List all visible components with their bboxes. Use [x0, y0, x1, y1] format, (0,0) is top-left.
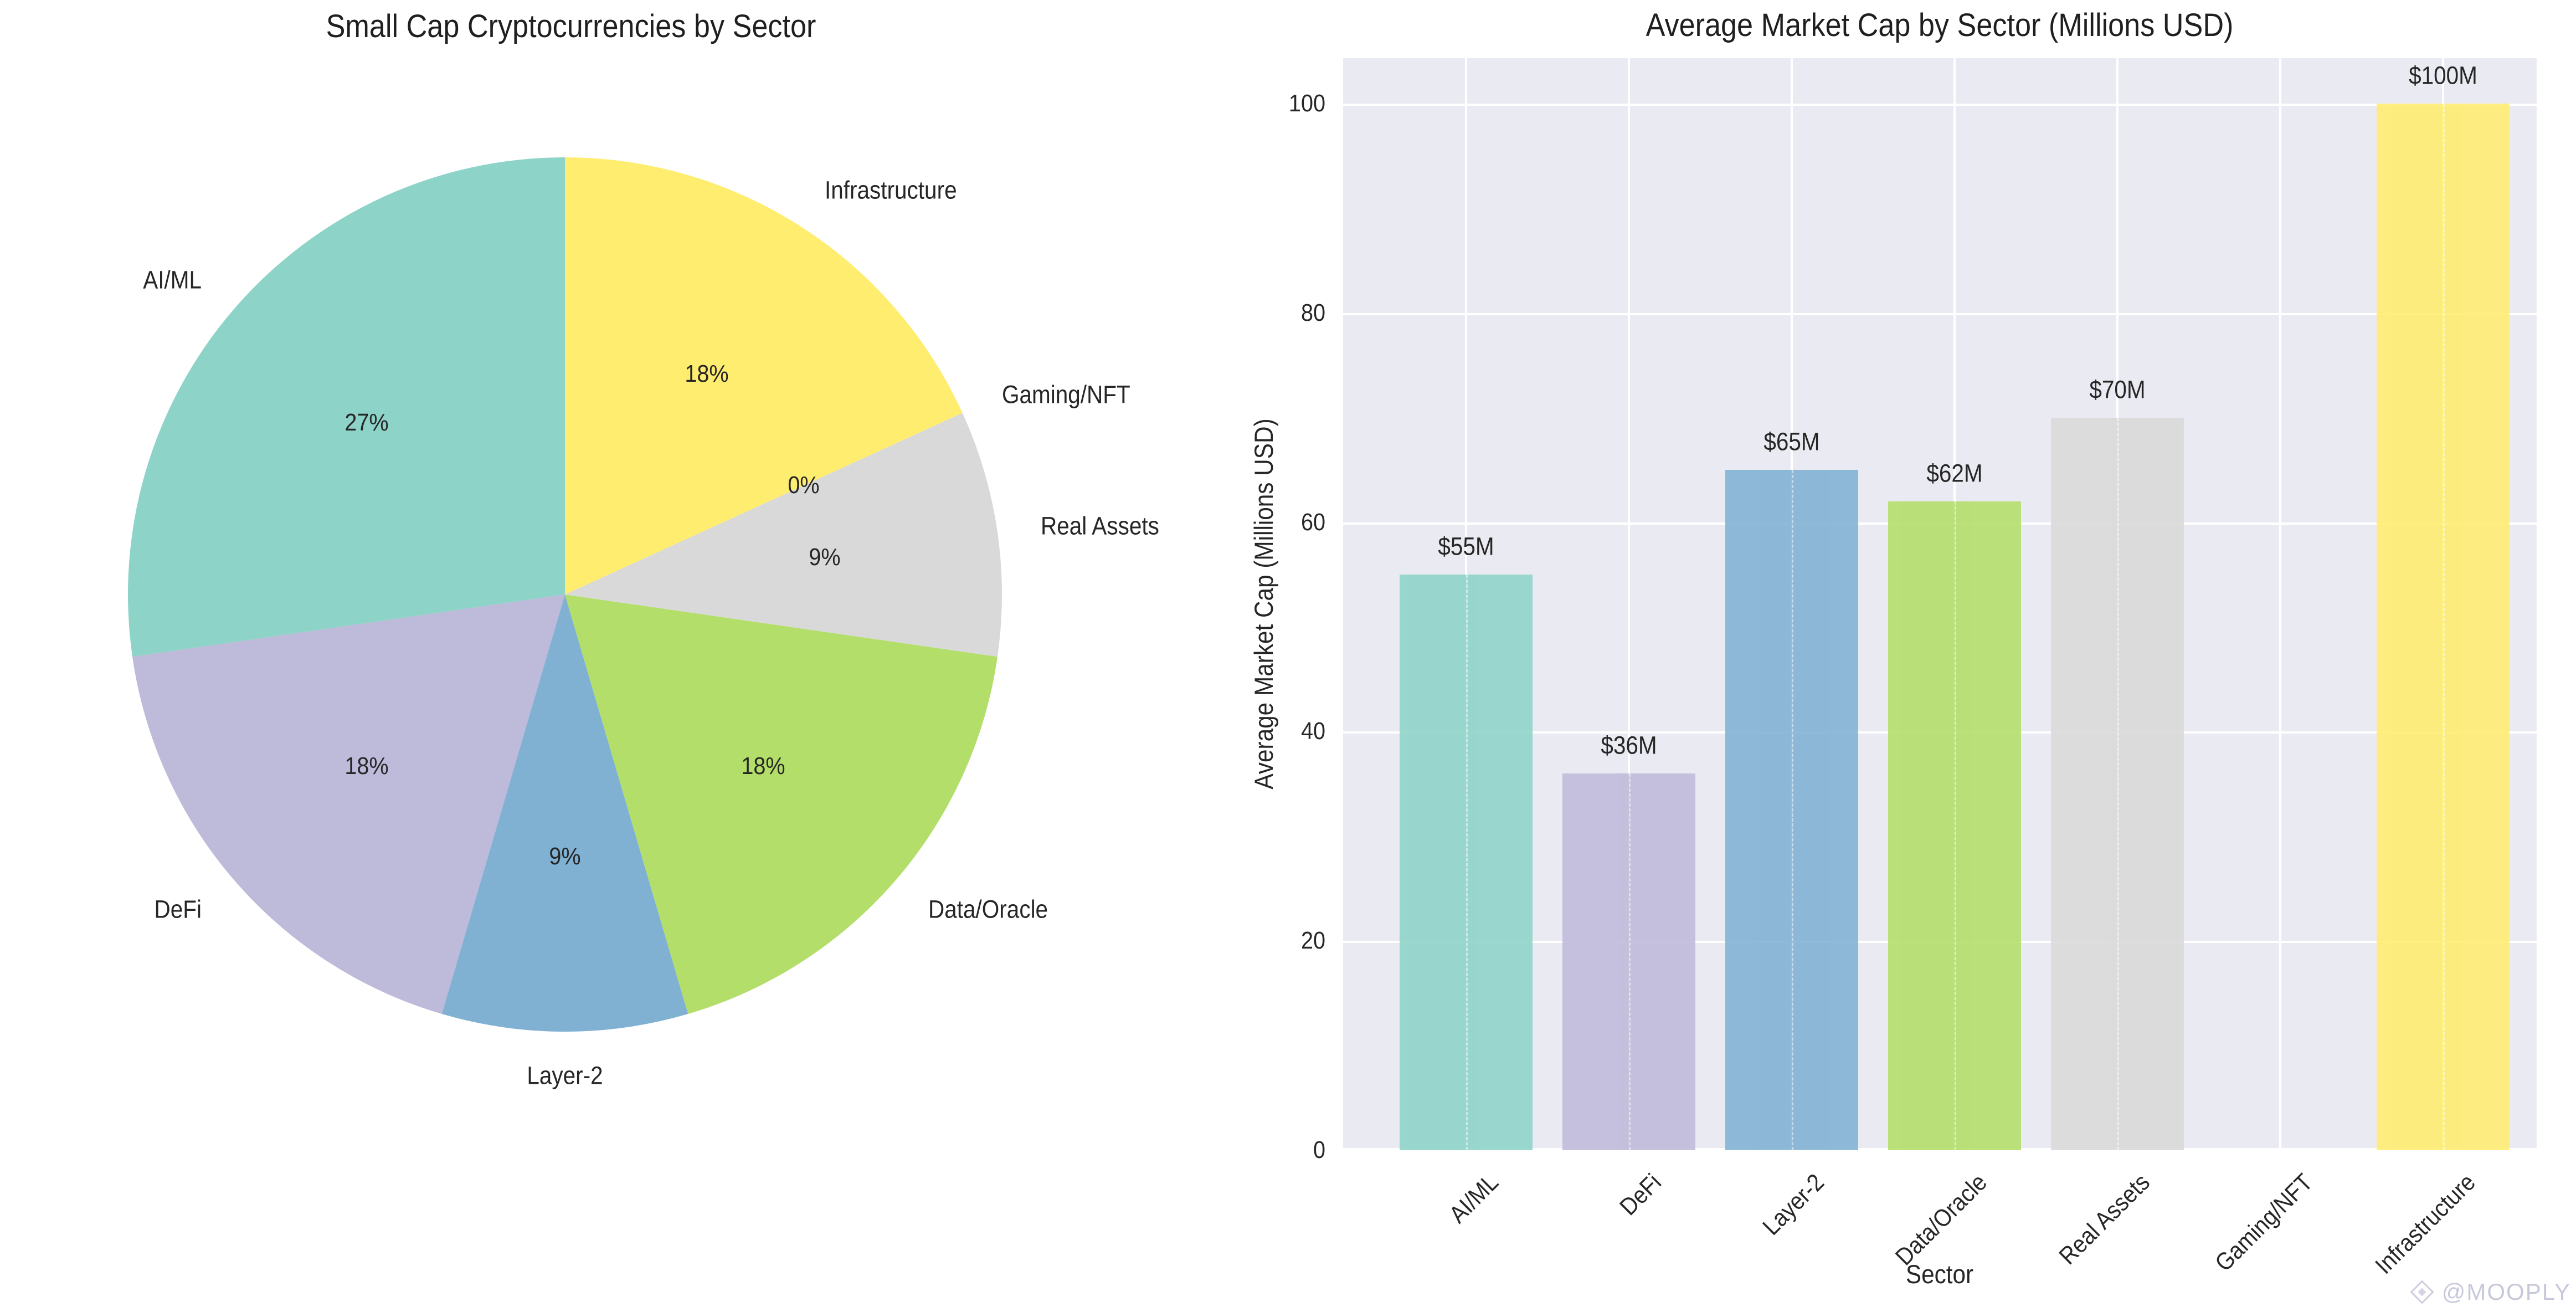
y-tick-60: 60: [1300, 508, 1325, 536]
bar-title: Average Market Cap by Sector (Millions U…: [1646, 7, 2234, 44]
bar-value-4: $70M: [2089, 375, 2146, 404]
pie-label-1: DeFi: [154, 895, 202, 924]
pie-pct-3: 18%: [741, 752, 785, 780]
bar-center-gridline: [1629, 773, 1631, 1150]
bar-plot-area: [1343, 58, 2537, 1150]
pie-label-2: Layer-2: [527, 1061, 603, 1090]
pie-label-6: Infrastructure: [825, 176, 957, 204]
watermark-text: @MOOPLY: [2441, 1279, 2571, 1305]
pie-slice-data-oracle: [565, 594, 998, 1014]
bar-layer-2: [1725, 470, 1858, 1150]
gridline-horizontal: [1343, 104, 2537, 106]
pie-slice-layer-2: [441, 594, 688, 1032]
pie-label-4: Real Assets: [1041, 511, 1159, 540]
y-tick-20: 20: [1300, 926, 1325, 954]
bar-value-3: $62M: [1926, 459, 1983, 488]
y-axis-label: Average Market Cap (Millions USD): [1249, 418, 1279, 790]
pie-label-0: AI/ML: [143, 265, 202, 294]
pie-slice-defi: [132, 594, 565, 1014]
pie-pct-0: 27%: [345, 408, 389, 436]
pie-label-5: Gaming/NFT: [1002, 380, 1131, 409]
x-axis-label: Sector: [1905, 1259, 1974, 1289]
pie-title: Small Cap Cryptocurrencies by Sector: [326, 8, 816, 45]
bar-value-1: $36M: [1601, 731, 1657, 760]
gridline-horizontal: [1343, 312, 2537, 315]
bar-center-gridline: [2443, 104, 2445, 1150]
bar-value-6: $100M: [2409, 61, 2477, 90]
watermark: @MOOPLY: [2409, 1279, 2571, 1305]
bar-value-0: $55M: [1438, 532, 1494, 561]
pie-label-3: Data/Oracle: [928, 895, 1048, 924]
gridline-vertical: [2279, 58, 2281, 1150]
bar-center-gridline: [1466, 575, 1468, 1150]
y-tick-80: 80: [1300, 299, 1325, 326]
bar-center-gridline: [2117, 417, 2119, 1150]
bar-infrastructure: [2377, 104, 2510, 1150]
pie-pct-2: 9%: [549, 843, 581, 870]
y-tick-40: 40: [1300, 718, 1325, 745]
y-tick-0: 0: [1313, 1136, 1325, 1164]
y-tick-100: 100: [1288, 89, 1325, 117]
gridline-vertical: [1628, 58, 1630, 1150]
bar-data-oracle: [1888, 501, 2021, 1150]
pie-pct-5: 0%: [787, 472, 820, 499]
pie-pct-4: 9%: [808, 543, 841, 571]
pie-slice-real-assets: [565, 413, 1002, 657]
bar-value-2: $65M: [1763, 427, 1820, 456]
pie-slice-infrastructure: [565, 157, 963, 594]
pie-pct-6: 18%: [685, 360, 729, 387]
bar-ai-ml: [1400, 575, 1533, 1150]
bar-center-gridline: [1955, 501, 1956, 1150]
pie-slice-ai-ml: [127, 157, 565, 657]
diamond-logo-icon: [2410, 1280, 2434, 1304]
bar-defi: [1562, 773, 1695, 1150]
bar-real-assets: [2051, 417, 2184, 1150]
bar-center-gridline: [1792, 470, 1793, 1150]
pie-pct-1: 18%: [345, 752, 389, 780]
